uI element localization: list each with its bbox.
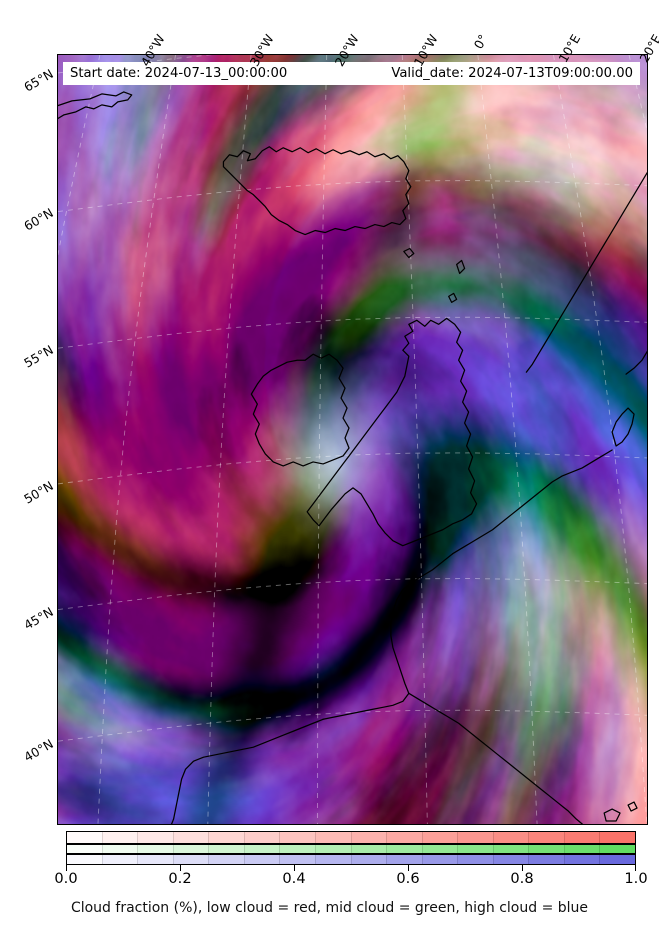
colorbar-tick-label-0: 0.0: [54, 870, 78, 887]
colorbar-cell: [386, 844, 422, 854]
colorbar-cell: [457, 844, 493, 854]
lat-tick-1: 60°N: [21, 205, 56, 234]
colorbar-cell: [137, 844, 173, 854]
colorbar-cell: [172, 855, 209, 864]
colorbar-cell: [528, 855, 564, 864]
colorbar-cell: [208, 855, 244, 864]
colorbar-cell: [172, 832, 209, 843]
colorbar-cell: [314, 855, 351, 864]
colorbar-tick: [180, 865, 182, 871]
colorbar-cell: [528, 832, 564, 843]
colorbar-cell: [563, 844, 600, 854]
colorbar-tick: [66, 865, 68, 871]
colorbar-tick: [294, 865, 296, 871]
colorbar-cell: [243, 832, 280, 843]
colorbar-tick-label-5: 1.0: [624, 870, 648, 887]
colorbar-cell: [599, 832, 635, 843]
lon-tick-4: 0°: [470, 31, 491, 52]
date-title-strip: Start date: 2024-07-13_00:00:00 Valid_da…: [63, 62, 640, 85]
map-plot-area[interactable]: [57, 54, 648, 825]
colorbar-cell: [421, 855, 458, 864]
colorbar-cell: [67, 855, 102, 864]
colorbar-cell: [350, 832, 387, 843]
colorbar-cell: [563, 832, 600, 843]
colorbar-cell: [421, 844, 458, 854]
colorbar-band-mid-cloud: [67, 842, 635, 854]
lat-tick-2: 55°N: [21, 342, 56, 371]
colorbar-tick-label-4: 0.8: [510, 870, 534, 887]
colorbar-cell: [172, 844, 209, 854]
colorbar-cell: [599, 844, 635, 854]
colorbar-tick: [408, 865, 410, 871]
colorbar-tick-label-3: 0.6: [396, 870, 420, 887]
colorbar-cell: [386, 832, 422, 843]
colorbar-tick-label-2: 0.4: [282, 870, 306, 887]
start-date-label: Start date: 2024-07-13_00:00:00: [70, 65, 288, 81]
valid-date-label: Valid_date: 2024-07-13T09:00:00.00: [391, 65, 633, 81]
colorbar-cell: [492, 844, 529, 854]
lat-tick-5: 40°N: [21, 736, 56, 765]
colorbar-cell: [243, 855, 280, 864]
colorbar-cell: [599, 855, 635, 864]
colorbar-cell: [67, 844, 102, 854]
colorbar-cell: [457, 855, 493, 864]
lat-tick-0: 65°N: [21, 66, 56, 95]
colorbar-cell: [457, 832, 493, 843]
colorbar-tick: [522, 865, 524, 871]
colorbar-cell: [314, 844, 351, 854]
colorbar-cell: [279, 855, 315, 864]
colorbar-cell: [279, 844, 315, 854]
colorbar-cell: [492, 855, 529, 864]
colorbar-cell: [314, 832, 351, 843]
lat-tick-3: 50°N: [21, 478, 56, 507]
colorbar-cell: [528, 844, 564, 854]
colorbar-cell: [137, 855, 173, 864]
cloud-fraction-rgb-composite: [58, 55, 647, 824]
colorbar-cell: [350, 844, 387, 854]
colorbar-tick: [634, 865, 636, 871]
lon-tick-6: 20°E: [636, 31, 659, 66]
colorbar-cell: [137, 832, 173, 843]
colorbar-cell: [563, 855, 600, 864]
colorbar-cell: [279, 832, 315, 843]
colorbar-cell: [492, 832, 529, 843]
colorbar-tick-label-1: 0.2: [168, 870, 192, 887]
colorbar-band-high-cloud: [67, 853, 635, 864]
colorbar-cell: [101, 844, 138, 854]
colorbar-cell: [208, 844, 244, 854]
colorbar-cell: [101, 832, 138, 843]
colorbar-cell: [421, 832, 458, 843]
lat-tick-4: 45°N: [21, 604, 56, 633]
colorbar-cell: [350, 855, 387, 864]
colorbar-cell: [386, 855, 422, 864]
colorbar-tick-marks: [66, 865, 636, 872]
colorbar-cell: [208, 832, 244, 843]
colorbar-caption: Cloud fraction (%), low cloud = red, mid…: [70, 900, 589, 916]
colorbar-band-low-cloud: [67, 832, 635, 843]
colorbar-cell: [243, 844, 280, 854]
colorbar-cell: [101, 855, 138, 864]
colorbar[interactable]: [66, 831, 636, 865]
colorbar-cell: [67, 832, 102, 843]
